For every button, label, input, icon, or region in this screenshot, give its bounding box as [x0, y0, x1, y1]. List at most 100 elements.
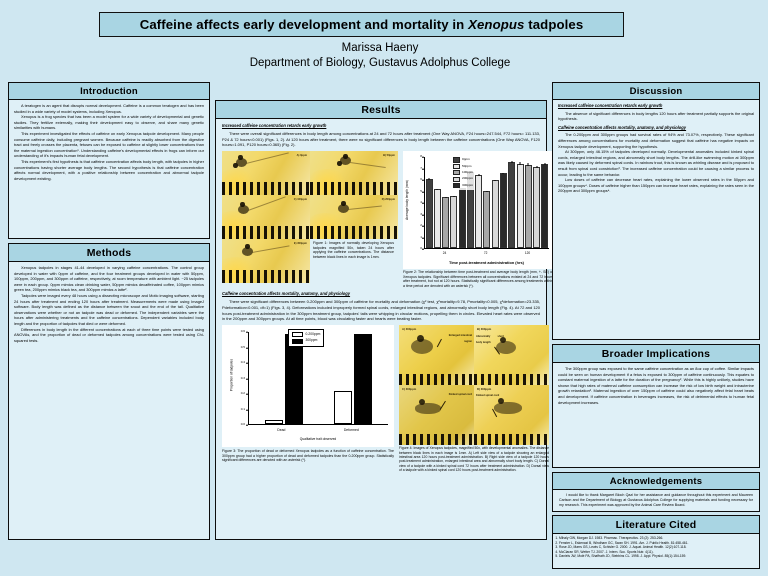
scale-ruler — [474, 374, 549, 386]
figure-2-error-bar — [478, 173, 480, 176]
methods-paragraph-3: Differences in body length in the differ… — [14, 326, 204, 343]
figure-1: A) 0ppm B) 50ppm — [222, 151, 398, 288]
figure-3-y-tick-mark — [245, 424, 248, 426]
figure-2-y-tick-label: 7 — [420, 166, 422, 172]
figure-3-x-tick-label: Deformed — [343, 428, 359, 433]
title-pre: Caffeine affects early development and m… — [139, 17, 469, 32]
figure-3-y-tick-mark — [245, 362, 248, 364]
literature-item: Rose JD, Marrs GS, Lewis C, Schisler G. … — [559, 545, 754, 550]
figure-2-error-bar — [527, 163, 529, 166]
tadpole-tail-icon — [245, 152, 289, 165]
figure-2-xlabel: Time post-treatment administration (hrs) — [449, 260, 524, 266]
figure-3-y-tick-mark — [245, 393, 248, 395]
figure-3-y-tick-mark — [245, 378, 248, 379]
figure-2-error-bar — [519, 162, 521, 165]
literature-item: Fenster L, Eskenazi B, Windham GC, Swan … — [559, 541, 754, 546]
tadpole-head-icon — [340, 156, 351, 166]
tadpole-head-icon — [242, 247, 253, 257]
acknowledgements-heading: Acknowledgements — [553, 473, 759, 490]
literature-item: McClaran SR, Wetter TJ. 2007. J. Intern.… — [559, 550, 754, 555]
figure-4-panel-a: Enlarged intestinal region A) 300ppm — [399, 325, 474, 386]
figure-2-bar — [458, 187, 466, 249]
figure-3-y-tick-label: 0.3 — [240, 375, 245, 380]
tadpole-eye-icon — [337, 161, 342, 166]
tadpole-eye-icon — [500, 337, 506, 344]
results-heading: Results — [216, 101, 546, 119]
figure-2-legend-item: 100ppm — [453, 170, 473, 176]
figure-2-error-bar — [436, 188, 438, 190]
tadpole-tail-icon — [349, 162, 386, 169]
annotation-arrow-icon — [439, 400, 446, 410]
tadpole-head-icon — [236, 158, 247, 168]
figure-2-y-tick-mark — [422, 237, 424, 238]
figure-3-bar — [354, 334, 373, 425]
methods-paragraph-1: Xenopus tadpoles in stages 41-44 develop… — [14, 265, 204, 293]
figure-3-y-tick-mark — [245, 347, 248, 348]
figure-2-legend-swatch — [453, 176, 460, 182]
figure-2-error-bar — [536, 165, 537, 169]
author-block: Marissa Haeny Department of Biology, Gus… — [215, 41, 545, 71]
figure-3-x-tick-label: Dead — [277, 428, 286, 433]
tadpole-eye-icon — [343, 154, 348, 159]
introduction-paragraph-3: This experiment investigated the effects… — [14, 130, 204, 159]
scale-ruler — [222, 270, 310, 284]
figure-2-y-tick-label: 3 — [420, 212, 422, 218]
discussion-paragraph-4: Low doses of caffeine can decrease heart… — [558, 177, 754, 194]
figure-2-x-tick-labels: 24 72 120 — [424, 251, 549, 257]
figure-2-x-tick-label: 24 — [442, 251, 447, 256]
figure-4-panel-b: Abnormally short body length B) 300ppm — [474, 325, 549, 386]
figure-2-bar — [475, 173, 483, 249]
figure-2-y-tick-mark — [422, 179, 424, 181]
figure-3-legend: 0-200ppm 300ppm — [288, 329, 325, 347]
figure-3-bar — [284, 334, 303, 425]
figure-2-y-axis: 0 1 2 3 4 5 6 7 8 — [403, 154, 424, 250]
figure-3-legend-swatch — [292, 338, 303, 345]
results-paragraph-growth: There were overall significant differenc… — [222, 130, 540, 148]
figure-2-bar — [516, 162, 524, 249]
literature-item: Mihaly GW, Morgan DJ. 1983. Pharmac. The… — [559, 536, 754, 541]
tadpole-tail-icon — [251, 245, 290, 254]
figure-3-x-tick-labels: Dead Deformed — [248, 428, 388, 434]
figure-3-legend-label: 300ppm — [305, 338, 318, 343]
figure-3-xlabel: Qualitative trait observed — [299, 437, 337, 442]
figure-2-bar — [541, 162, 549, 249]
figure-2-bar — [425, 178, 433, 249]
scale-ruler — [310, 182, 398, 196]
figure-1-caption: Figure 1: Images of normally developing … — [313, 241, 394, 259]
tadpole-head-icon — [338, 204, 349, 214]
tadpole-eye-icon — [417, 335, 424, 343]
figure-2-bar — [442, 196, 450, 249]
figure-2-chart: Average body length (mm) 012345678 0ppm5… — [403, 151, 553, 270]
page-title: Caffeine affects early development and m… — [140, 17, 584, 32]
figure-2-legend-swatch — [453, 157, 460, 163]
figure-2-bar — [499, 172, 507, 249]
figure-2-error-bar — [511, 160, 513, 164]
figure-2-legend-swatch — [453, 183, 460, 189]
tadpole-body-icon — [496, 341, 516, 355]
figure-4-panel-d-annotation: Kinked spinal cord — [476, 394, 500, 398]
results-subheading-growth: Increased caffeine concentration retards… — [222, 123, 327, 128]
figure-2-legend-item: 0ppm — [453, 157, 473, 163]
figure-3: Proportion of tadpoles 0.0 0.1 0.2 0.3 0.4 0.… — [222, 325, 394, 472]
figure-2: Average body length (mm) 012345678 0ppm5… — [403, 151, 553, 288]
figure-2-bar-group — [508, 157, 549, 249]
figure-3-caption: Figure 3: The proportion of dead or defo… — [222, 449, 394, 463]
section-introduction: Introduction A teratogen is an agent tha… — [8, 82, 210, 239]
discussion-paragraph-3: At 300ppm, only 46.15% of tadpoles devel… — [558, 149, 754, 177]
methods-heading: Methods — [9, 244, 209, 262]
scale-ruler — [222, 226, 310, 240]
figure-4-panel-d-label: D) 300ppm — [477, 387, 492, 392]
introduction-paragraph-2: Xenopus is a frog species that has been … — [14, 114, 204, 131]
figure-3-y-axis: 0.0 0.1 0.2 0.3 0.4 0.5 0.6 — [222, 329, 248, 426]
figure-2-bar — [433, 188, 441, 249]
figure-2-error-bar — [445, 196, 447, 198]
literature-cited-heading: Literature Cited — [553, 516, 759, 534]
figure-2-x-tick-label: 72 — [483, 251, 488, 256]
methods-body: Xenopus tadpoles in stages 41-44 develop… — [9, 262, 209, 347]
figure-2-bar — [450, 195, 458, 249]
figure-2-legend: 0ppm 50ppm 100ppm 200ppm 300ppm — [451, 156, 476, 190]
figure-2-legend-item: 50ppm — [453, 164, 473, 170]
discussion-paragraph-2: The 0-200ppm and 300ppm groups had survi… — [558, 132, 754, 149]
figure-2-error-bar — [502, 172, 504, 175]
figure-4-panel-c-annotation: Kinked spinal cord — [448, 393, 472, 397]
